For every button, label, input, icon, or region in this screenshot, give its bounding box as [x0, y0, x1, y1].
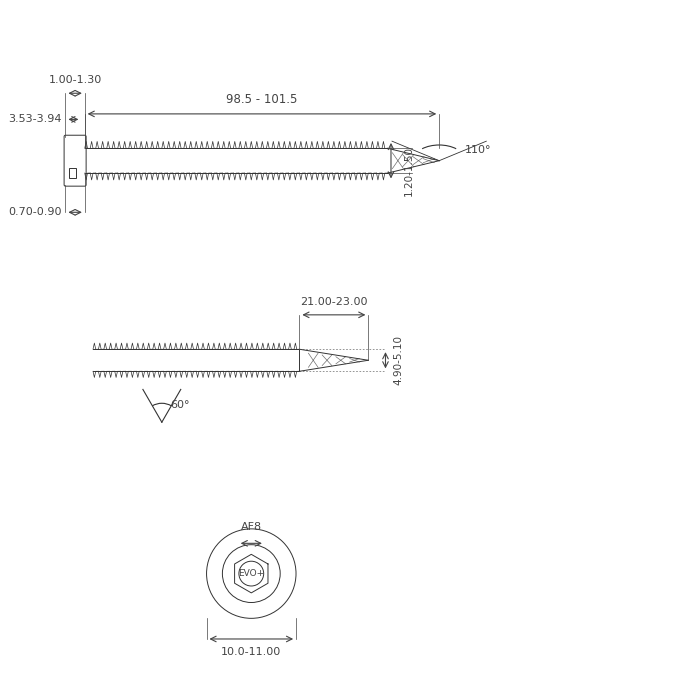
Text: 4.90-5.10: 4.90-5.10 [393, 335, 404, 385]
Text: 0.70-0.90: 0.70-0.90 [8, 207, 62, 218]
Text: 3.53-3.94: 3.53-3.94 [8, 114, 62, 125]
Text: 110°: 110° [466, 146, 492, 155]
Text: AF8: AF8 [241, 523, 262, 532]
Text: EVO+: EVO+ [238, 569, 265, 578]
Text: 1.00-1.30: 1.00-1.30 [48, 75, 102, 85]
Text: 10.0-11.00: 10.0-11.00 [221, 647, 281, 657]
Bar [69, 168, 76, 178]
Text: 98.5 - 101.5: 98.5 - 101.5 [226, 93, 298, 105]
FancyBboxPatch shape [64, 135, 86, 186]
Text: 21.00-23.00: 21.00-23.00 [300, 297, 368, 306]
Text: 1.20-1.50: 1.20-1.50 [403, 146, 414, 196]
Text: 60°: 60° [170, 400, 190, 410]
